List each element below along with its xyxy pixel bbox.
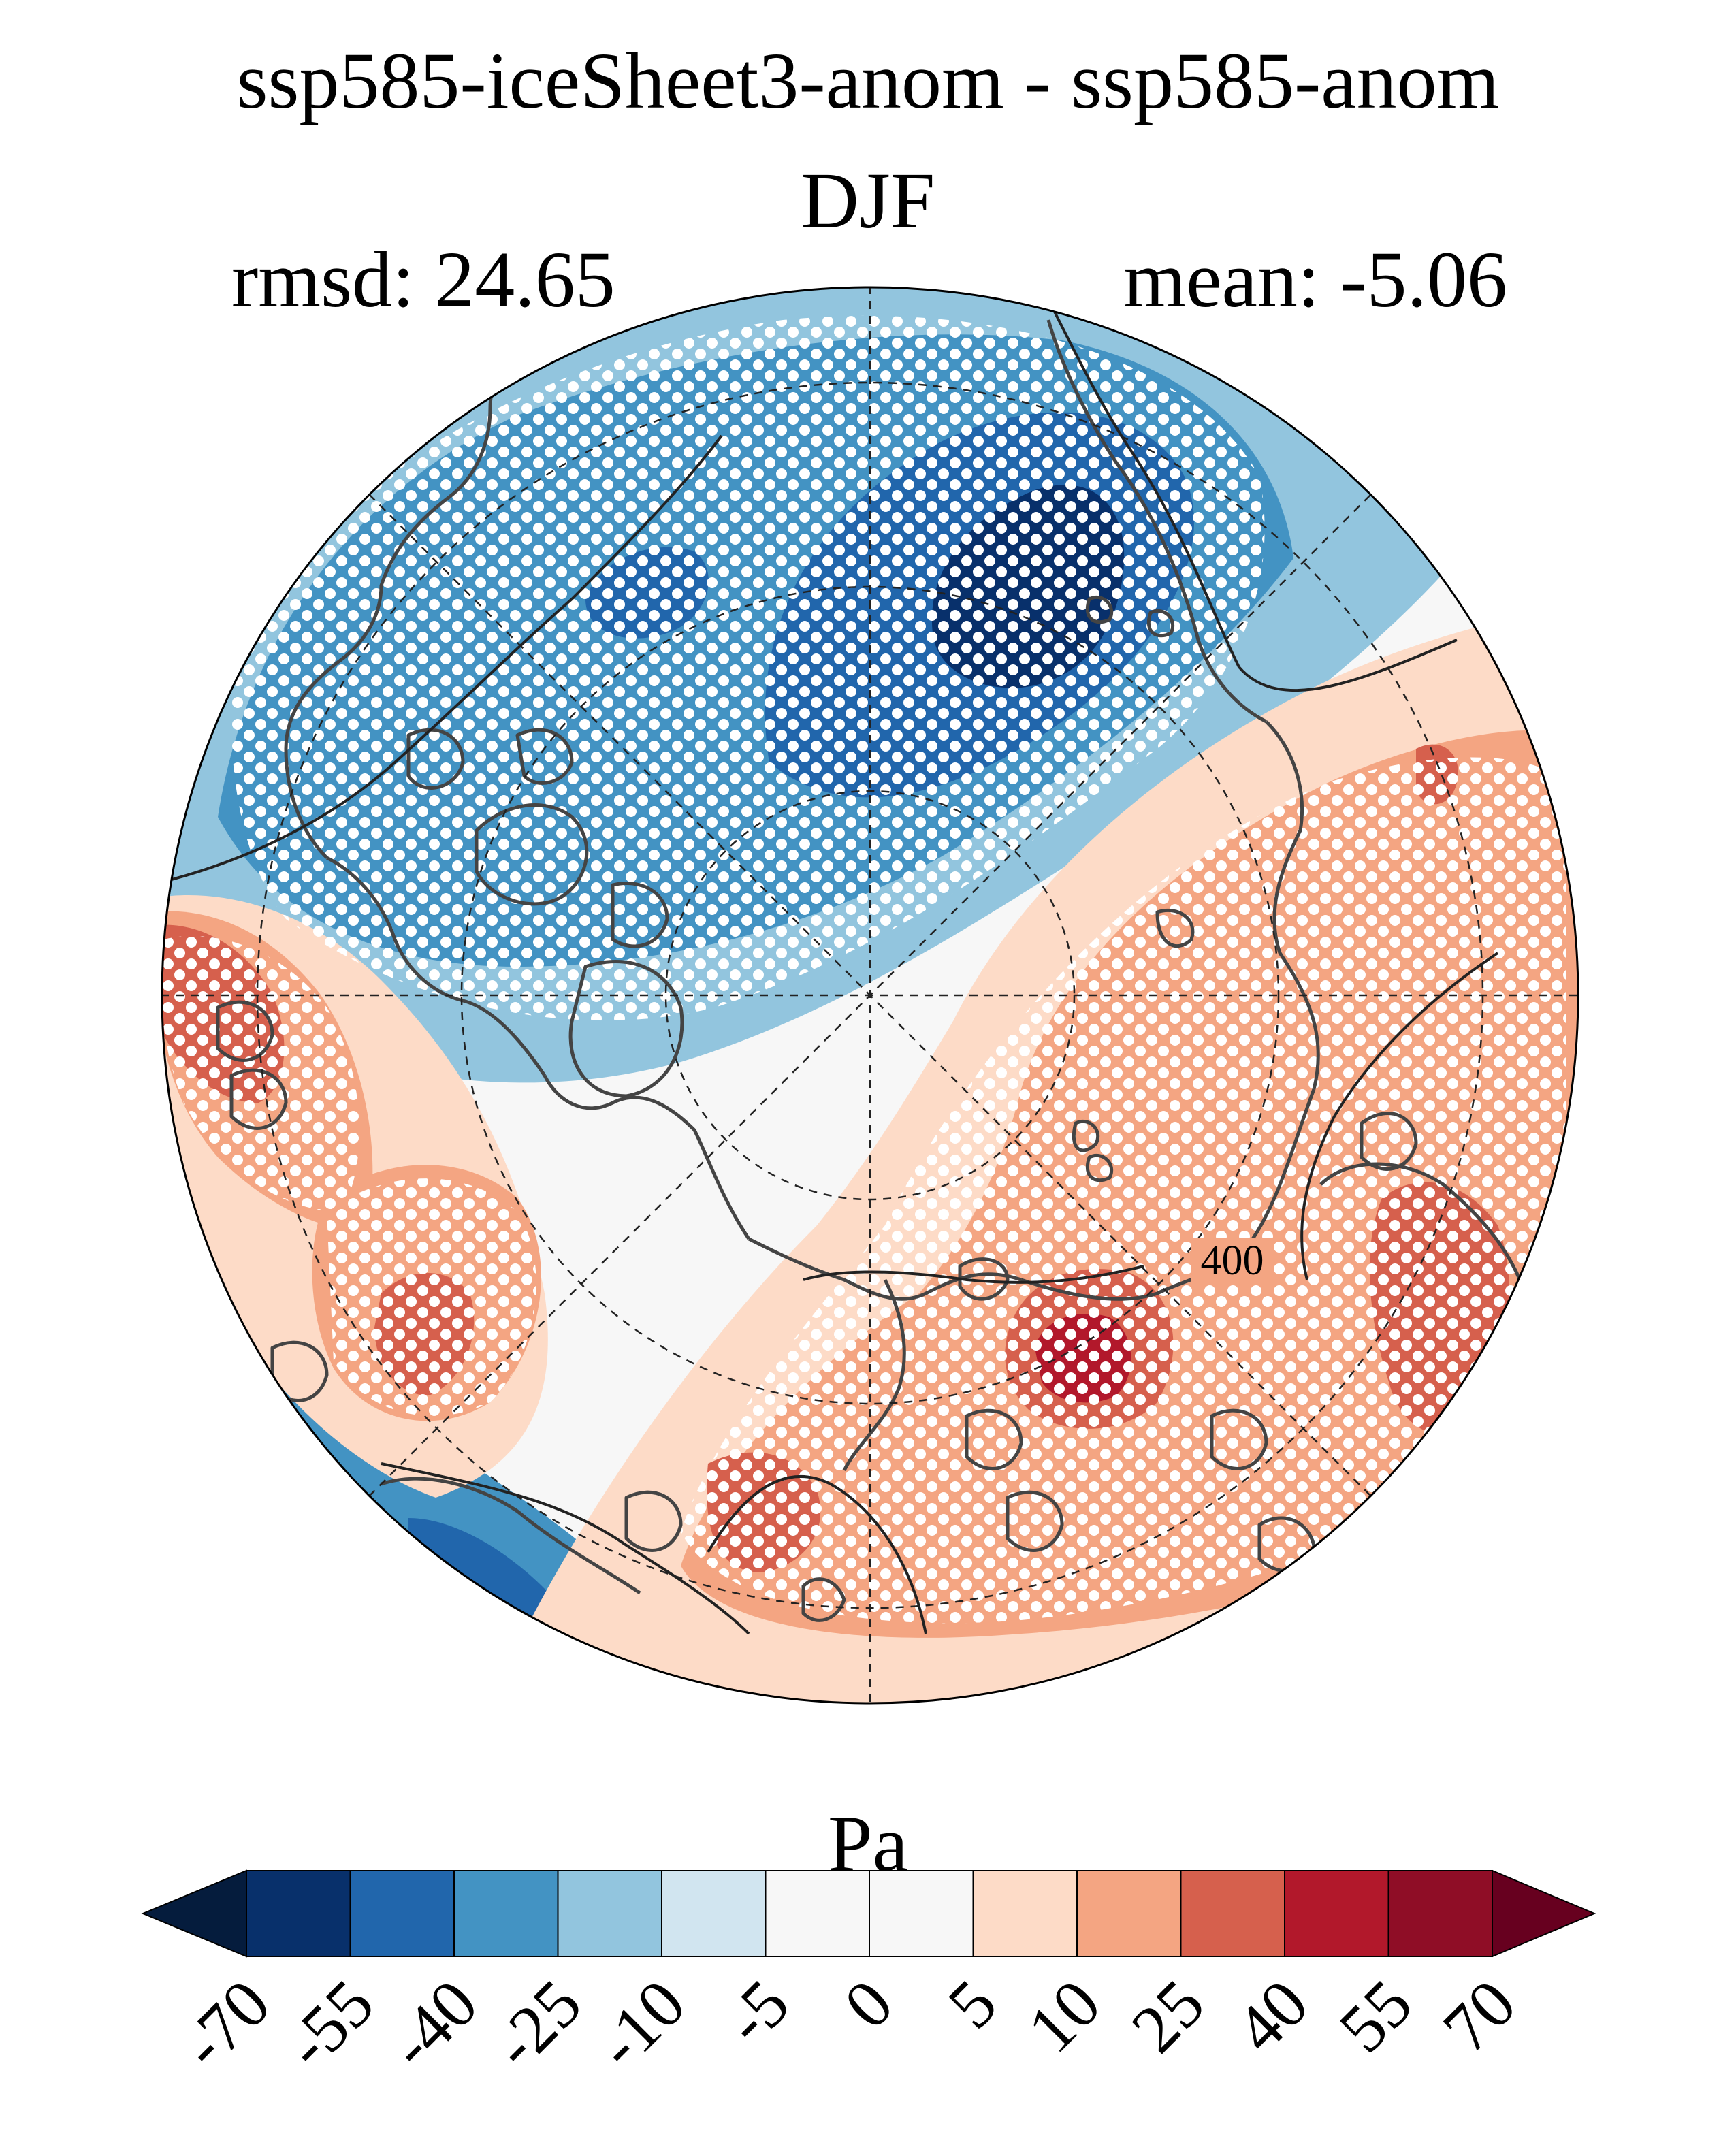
colorbar-tick-label: -25 [478,1965,596,2083]
colorbar-tick-label: 70 [1428,1965,1530,2067]
colorbar-units: Pa [828,1799,908,1888]
coastlines [216,319,1527,1622]
colorbar-swatch [246,1870,351,1957]
colorbar-swatch [453,1870,559,1957]
colorbar-tick-label: 40 [1221,1965,1322,2067]
stippling-overlay [681,757,1566,1624]
colorbar-tick-label: 55 [1325,1965,1426,2067]
stippling-overlay [327,1178,536,1416]
contour-label: 400 [1201,1238,1264,1284]
colorbar-swatch [1387,1870,1493,1957]
colorbar-swatch [1180,1870,1285,1957]
colorbar-tick-label: 5 [933,1965,1011,2043]
colorbar-swatch [1076,1870,1182,1957]
colorbar-swatch [1284,1870,1389,1957]
colorbar-tick-label: 25 [1117,1965,1219,2067]
colorbar-swatch [661,1870,767,1957]
contour-label-bg [1191,1238,1273,1285]
colorbar-swatch [972,1870,1078,1957]
plot-subtitle: DJF [801,156,935,245]
colorbar-tick-label: -10 [582,1965,700,2083]
colorbar-swatch [765,1870,870,1957]
stippling-overlay [162,935,359,1212]
colorbar-tick-label: -55 [270,1965,388,2083]
elevation-contours [162,299,1499,1635]
rmsd-label: rmsd: 24.65 [231,235,615,324]
colorbar-tick-label: -5 [710,1965,803,2059]
plot-title: ssp585-iceSheet3-anom - ssp585-anom [236,36,1500,125]
colorbar-tick-label: 10 [1013,1965,1114,2067]
map-boundary [161,286,1579,1705]
colorbar: -70-55-40-25-10 -5 0 5 10 25 40 55 70 [141,1869,1596,2083]
colorbar-extend-high [1492,1869,1596,1958]
map-field [162,287,1578,1703]
mean-label: mean: -5.06 [1123,235,1507,324]
colorbar-tick-label: -70 [167,1965,285,2083]
colorbar-tick-label: 0 [830,1965,907,2043]
graticule [162,287,1578,1703]
colorbar-tick-label: -40 [374,1965,492,2083]
